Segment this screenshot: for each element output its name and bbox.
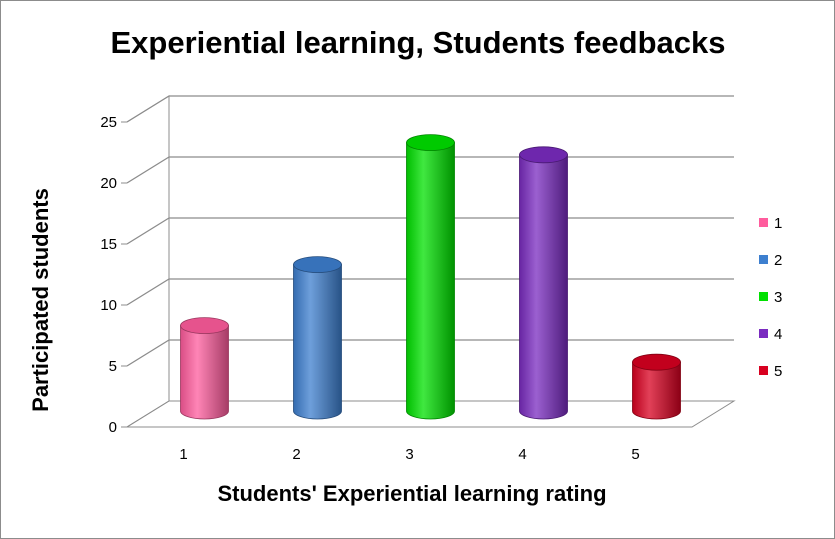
y-tick-label: 20	[100, 175, 117, 192]
floor	[125, 400, 736, 428]
y-axis-ticks: 0 5 10 15 20 25	[100, 114, 127, 436]
x-tick-label: 4	[518, 446, 526, 463]
y-tick-label: 25	[100, 114, 117, 131]
y-tick-label: 10	[100, 297, 117, 314]
legend-swatch	[759, 255, 768, 264]
legend-item-5: 5	[759, 363, 782, 380]
side-wall	[126, 95, 170, 428]
bar-4	[519, 146, 568, 420]
y-tick-label: 15	[100, 236, 117, 253]
legend: 1 2 3 4 5	[759, 215, 782, 380]
bar-top	[519, 146, 568, 164]
bar-top	[293, 256, 342, 274]
x-axis-title: Students' Experiential learning rating	[217, 481, 606, 506]
y-tick-label: 5	[109, 358, 117, 375]
legend-swatch	[759, 366, 768, 375]
bar-1	[180, 317, 229, 420]
legend-label: 2	[774, 252, 782, 269]
legend-item-4: 4	[759, 326, 782, 343]
y-axis-title: Participated students	[28, 188, 53, 412]
y-tick-label: 0	[109, 419, 117, 436]
bar-2	[293, 256, 342, 420]
legend-item-1: 1	[759, 215, 782, 232]
bar-top	[406, 134, 455, 152]
legend-label: 5	[774, 363, 782, 380]
legend-item-2: 2	[759, 252, 782, 269]
x-tick-label: 1	[179, 446, 187, 463]
x-tick-label: 3	[405, 446, 413, 463]
x-axis-ticks: 1 2 3 4 5	[179, 446, 639, 463]
bar-body	[519, 154, 568, 420]
legend-swatch	[759, 292, 768, 301]
bar-3	[406, 134, 455, 420]
bar-top	[180, 317, 229, 335]
x-tick-label: 5	[631, 446, 639, 463]
legend-label: 3	[774, 289, 782, 306]
legend-item-3: 3	[759, 289, 782, 306]
legend-swatch	[759, 218, 768, 227]
bar-body	[180, 325, 229, 420]
bar-body	[632, 361, 681, 420]
bar-body	[293, 264, 342, 420]
x-tick-label: 2	[292, 446, 300, 463]
gridline	[126, 95, 734, 123]
chart-title: Experiential learning, Students feedback…	[110, 25, 725, 60]
bar-body	[406, 142, 455, 420]
legend-label: 1	[774, 215, 782, 232]
bar-top	[632, 353, 681, 371]
legend-swatch	[759, 329, 768, 338]
legend-label: 4	[774, 326, 782, 343]
bar-5	[632, 353, 681, 420]
bars	[180, 134, 681, 420]
